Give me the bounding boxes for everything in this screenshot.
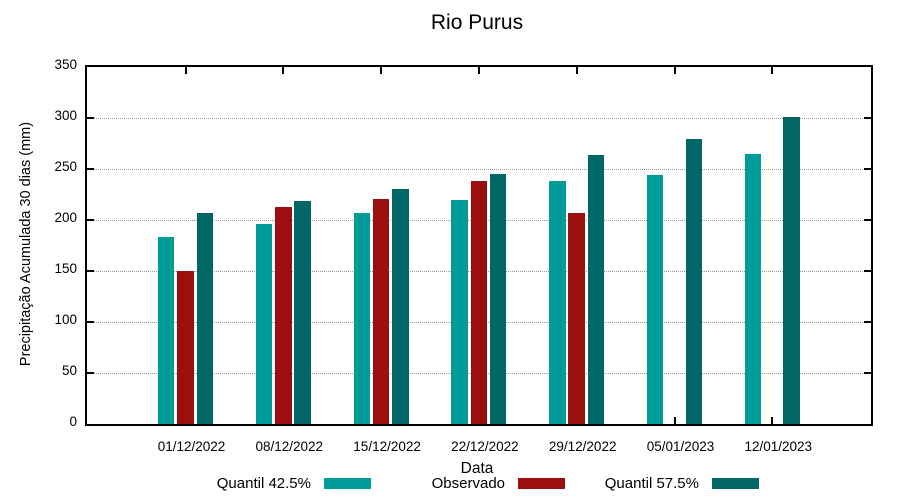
x-tick-label: 01/12/2022: [157, 439, 226, 454]
x-tick-mark-top: [771, 67, 774, 74]
y-tick-label: 350: [54, 57, 77, 72]
x-tick-label: 29/12/2022: [548, 439, 617, 454]
legend-label-quantil-575: Quantil 57.5%: [604, 474, 699, 492]
y-tick-label: 300: [54, 108, 77, 123]
y-tick-label: 200: [54, 210, 77, 225]
x-tick-label: 22/12/2022: [451, 439, 519, 454]
plot-area: [85, 65, 873, 426]
gridline-250: [87, 169, 871, 170]
bar-observado: [372, 198, 390, 424]
bar-quantil-425: [157, 237, 175, 424]
x-tick-mark-bottom: [771, 417, 774, 424]
bar-observado: [568, 212, 585, 424]
x-tick-mark-top: [575, 67, 578, 74]
chart-title: Rio Purus: [430, 11, 524, 34]
y-tick-mark-right: [864, 219, 871, 221]
x-tick-mark-top: [673, 67, 676, 74]
y-tick-mark-left: [87, 168, 94, 170]
bar-quantil-425: [255, 224, 273, 424]
bar-quantil-575: [392, 189, 409, 424]
y-tick-mark-left: [87, 219, 94, 221]
bar-quantil-575: [783, 116, 800, 424]
y-tick-mark-right: [864, 372, 871, 374]
x-tick-mark-top: [184, 67, 187, 74]
y-tick-label: 0: [69, 414, 77, 429]
y-tick-mark-left: [87, 321, 94, 323]
y-tick-label: 100: [54, 312, 77, 327]
legend-label-quantil-425: Quantil 42.5%: [216, 474, 311, 492]
y-tick-label: 150: [54, 261, 77, 276]
bar-quantil-425: [353, 212, 371, 424]
legend-item-quantil-575: Quantil 57.5%: [452, 473, 759, 493]
x-tick-label: 12/01/2023: [744, 439, 813, 454]
bar-quantil-575: [294, 200, 311, 424]
y-tick-mark-left: [87, 270, 94, 272]
y-tick-mark-right: [864, 321, 871, 323]
y-tick-mark-right: [864, 270, 871, 272]
legend-label-observado: Observado: [431, 474, 505, 492]
bar-observado: [177, 271, 194, 424]
bar-quantil-575: [587, 154, 605, 424]
bar-quantil-425: [451, 199, 468, 424]
bar-quantil-575: [489, 174, 507, 424]
legend-item-observado: Observado: [258, 473, 565, 493]
x-axis-label: Data: [460, 460, 494, 477]
y-tick-label: 250: [54, 159, 77, 174]
y-tick-mark-left: [87, 117, 94, 119]
bar-quantil-575: [196, 212, 214, 424]
bar-observado: [470, 181, 488, 424]
gridline-300: [87, 118, 871, 119]
bar-observado: [275, 206, 292, 424]
legend-swatch-observado: [518, 477, 565, 489]
x-tick-mark-top: [380, 67, 383, 74]
legend-item-quantil-425: Quantil 42.5%: [64, 473, 371, 493]
y-tick-mark-left: [87, 372, 94, 374]
legend-swatch-quantil-425: [324, 477, 371, 489]
x-tick-mark-top: [282, 67, 285, 74]
bar-quantil-425: [744, 153, 762, 424]
y-tick-mark-right: [864, 117, 871, 119]
y-tick-label: 50: [61, 363, 77, 378]
legend-swatch-quantil-575: [712, 477, 759, 489]
bar-quantil-425: [549, 181, 566, 424]
bar-quantil-425: [646, 175, 664, 424]
y-tick-mark-right: [864, 168, 871, 170]
x-tick-label: 05/01/2023: [646, 439, 715, 454]
x-tick-mark-bottom: [673, 417, 676, 424]
x-tick-label: 08/12/2022: [255, 439, 324, 454]
x-tick-mark-top: [477, 67, 480, 74]
x-tick-label: 15/12/2022: [353, 439, 421, 454]
bar-quantil-575: [685, 139, 703, 424]
